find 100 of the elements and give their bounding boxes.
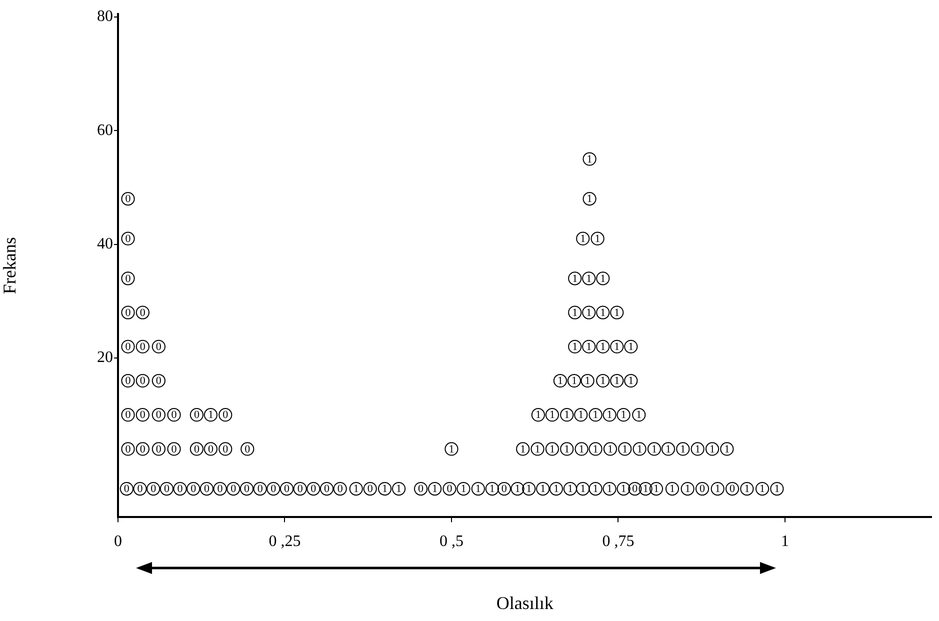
text: 0 bbox=[125, 272, 131, 285]
text: 1 bbox=[553, 483, 559, 496]
text: 0 bbox=[194, 409, 200, 422]
text: 0 bbox=[156, 409, 162, 422]
series-label: 1 bbox=[534, 443, 540, 456]
text: 1 bbox=[724, 443, 730, 456]
text: 1 bbox=[694, 443, 700, 456]
series-label: 0 bbox=[190, 483, 197, 496]
x-tick-label: 0 ,25 bbox=[268, 533, 301, 550]
text: 1 bbox=[642, 483, 648, 496]
text: 1 bbox=[774, 483, 780, 496]
text: 1 bbox=[564, 409, 570, 422]
text: 0 bbox=[418, 483, 424, 496]
text: 0 bbox=[125, 443, 131, 456]
text: 0 bbox=[501, 483, 507, 496]
text: 0 bbox=[140, 443, 146, 456]
text: 1 bbox=[580, 232, 586, 245]
text: 1 bbox=[614, 306, 620, 319]
text: 1 bbox=[592, 443, 598, 456]
text: 1 bbox=[514, 483, 520, 496]
text: 1 bbox=[586, 272, 592, 285]
text: 1 bbox=[475, 483, 481, 496]
text: 1 bbox=[580, 483, 586, 496]
x-tick-label: 0 ,75 bbox=[602, 533, 634, 550]
y-axis-title: Frekans bbox=[0, 237, 20, 294]
text: 1 bbox=[592, 409, 598, 422]
text: 1 bbox=[607, 443, 613, 456]
text: 0 bbox=[156, 443, 162, 456]
text: 0 bbox=[310, 483, 316, 496]
text: 1 bbox=[600, 341, 606, 354]
text: 1 bbox=[636, 443, 642, 456]
text: 0 bbox=[150, 483, 156, 496]
text: 1 bbox=[567, 483, 573, 496]
text: 1 bbox=[600, 375, 606, 388]
text: 1 bbox=[620, 483, 626, 496]
text: 0 bbox=[125, 409, 131, 422]
text: 0 bbox=[222, 409, 228, 422]
text: 1 bbox=[684, 483, 690, 496]
text: 1 bbox=[460, 483, 466, 496]
text: 1 bbox=[396, 483, 402, 496]
text: 0 bbox=[125, 193, 131, 206]
text: 1 bbox=[614, 375, 620, 388]
text: 1 bbox=[208, 409, 214, 422]
text: 1 bbox=[653, 483, 659, 496]
text: 1 bbox=[586, 193, 592, 206]
text: 1 bbox=[526, 483, 532, 496]
text: 0 bbox=[204, 483, 210, 496]
text: 1 bbox=[578, 409, 584, 422]
text: 1 bbox=[572, 272, 578, 285]
text: 0 bbox=[270, 483, 276, 496]
text: 1 bbox=[353, 483, 359, 496]
text: 1 bbox=[535, 409, 541, 422]
text: 0 bbox=[140, 341, 146, 354]
text: 0 bbox=[125, 232, 131, 245]
text: 0 bbox=[125, 341, 131, 354]
text: 0 bbox=[137, 483, 143, 496]
text: 1 bbox=[606, 409, 612, 422]
text: 1 bbox=[572, 306, 578, 319]
text: 0 bbox=[156, 375, 162, 388]
text: 0 bbox=[446, 483, 452, 496]
text: 0 bbox=[632, 483, 638, 496]
x-tick-label: 1 bbox=[780, 533, 789, 550]
text: 1 bbox=[489, 483, 495, 496]
text: 0 bbox=[700, 483, 706, 496]
y-tick-label: 60 bbox=[97, 122, 113, 139]
text: 0 bbox=[156, 341, 162, 354]
text: 0 bbox=[324, 483, 330, 496]
text: 1 bbox=[606, 483, 612, 496]
text: 1 bbox=[680, 443, 686, 456]
text: 1 bbox=[586, 153, 592, 166]
text: 1 bbox=[448, 443, 454, 456]
y-tick-label: 20 bbox=[97, 349, 113, 366]
text: 1 bbox=[584, 375, 590, 388]
text: 0 bbox=[140, 375, 146, 388]
text: 0 bbox=[171, 443, 177, 456]
text: 0 bbox=[297, 483, 303, 496]
text: 1 bbox=[620, 409, 626, 422]
text: 1 bbox=[549, 409, 555, 422]
text: 0 bbox=[730, 483, 736, 496]
text: 0 bbox=[194, 443, 200, 456]
text: 0 bbox=[177, 483, 183, 496]
text: 1 bbox=[622, 443, 628, 456]
text: 1 bbox=[578, 443, 584, 456]
text: 0 bbox=[257, 483, 263, 496]
text: 1 bbox=[651, 443, 657, 456]
text: 1 bbox=[744, 483, 750, 496]
x-tick-label: 0 ,5 bbox=[439, 533, 464, 550]
text: 1 bbox=[557, 375, 563, 388]
text: 0 bbox=[140, 409, 146, 422]
y-tick-label: 40 bbox=[97, 235, 113, 252]
text: 1 bbox=[710, 443, 716, 456]
text: 1 bbox=[636, 409, 642, 422]
y-tick-label: 80 bbox=[97, 8, 113, 26]
text: 1 bbox=[628, 375, 634, 388]
text: 0 bbox=[244, 483, 250, 496]
text: 0 bbox=[217, 483, 223, 496]
text: 1 bbox=[520, 443, 526, 456]
text: 1 bbox=[571, 375, 577, 388]
text: 0 bbox=[125, 306, 131, 319]
text: 1 bbox=[564, 443, 570, 456]
